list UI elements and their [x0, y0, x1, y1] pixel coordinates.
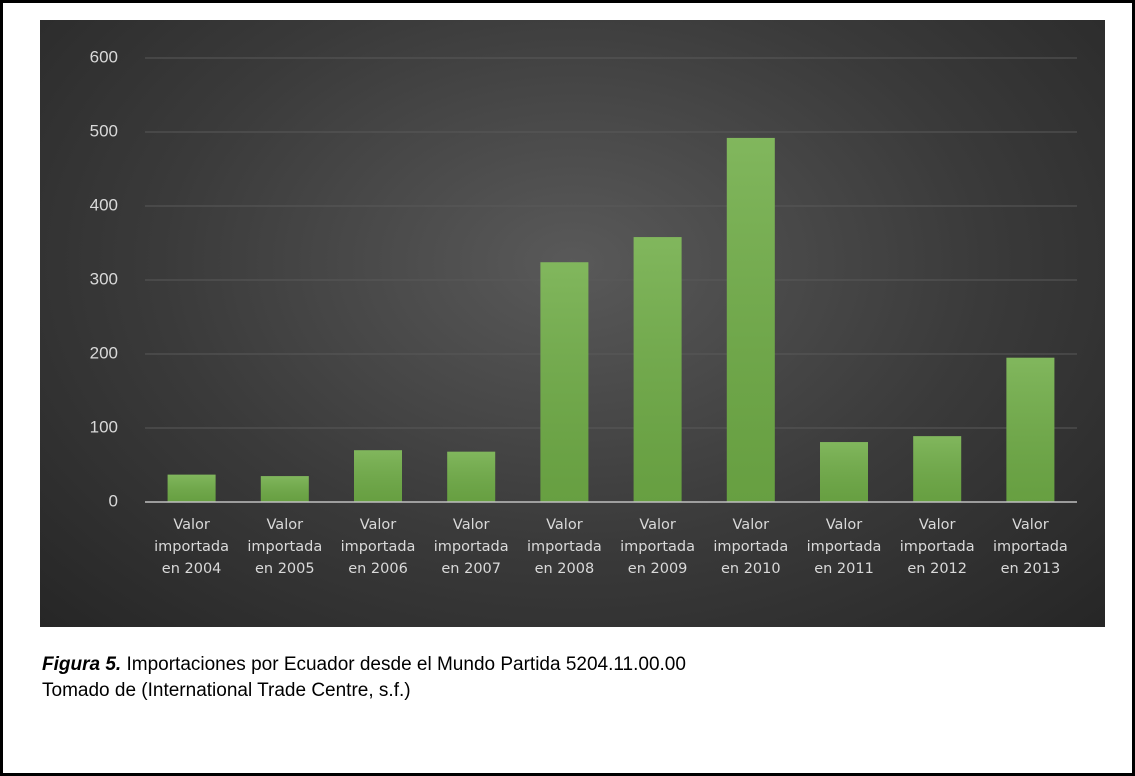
caption-label: Figura 5. [42, 654, 122, 675]
x-tick-label: Valor importada en 2011 [806, 517, 882, 577]
x-tick-label: Valor importada en 2009 [620, 517, 696, 577]
caption-text: Importaciones por Ecuador desde el Mundo… [126, 654, 686, 675]
bar-shade [1006, 357, 1055, 502]
chart: 0 100 200 300 400 500 600 [90, 47, 1077, 510]
bar-shade [260, 476, 309, 502]
y-tick-label: 400 [90, 195, 118, 214]
bar-shade [820, 442, 868, 502]
bar-shade [913, 436, 962, 502]
bar-shade [354, 450, 402, 502]
x-tick-label: Valor importada en 2008 [526, 517, 602, 577]
bar-shade [447, 451, 496, 502]
x-tick-label: Valor importada en 2005 [247, 517, 323, 577]
y-tick-label: 600 [90, 47, 118, 66]
y-tick-label: 0 [109, 491, 118, 510]
caption-line: Figura 5. Importaciones por Ecuador desd… [42, 654, 686, 676]
x-tick-label: Valor importada en 2012 [899, 517, 975, 577]
bar-shade [633, 237, 682, 502]
x-tick-label: Valor importada en 2010 [713, 517, 789, 577]
bar-shade [726, 137, 775, 503]
y-tick-label: 500 [90, 121, 118, 140]
x-tick-label: Valor importada en 2006 [340, 517, 416, 577]
caption-source: Tomado de (International Trade Centre, s… [42, 680, 411, 701]
y-tick-label: 300 [90, 269, 118, 288]
y-tick-label: 200 [90, 343, 118, 362]
x-tick-label: Valor importada en 2007 [433, 517, 509, 577]
bar-shade [540, 262, 589, 502]
y-tick-label: 100 [90, 417, 118, 436]
x-tick-label: Valor importada en 2004 [154, 517, 230, 577]
x-tick-label: Valor importada en 2013 [992, 517, 1068, 577]
bar-shade [167, 474, 216, 502]
